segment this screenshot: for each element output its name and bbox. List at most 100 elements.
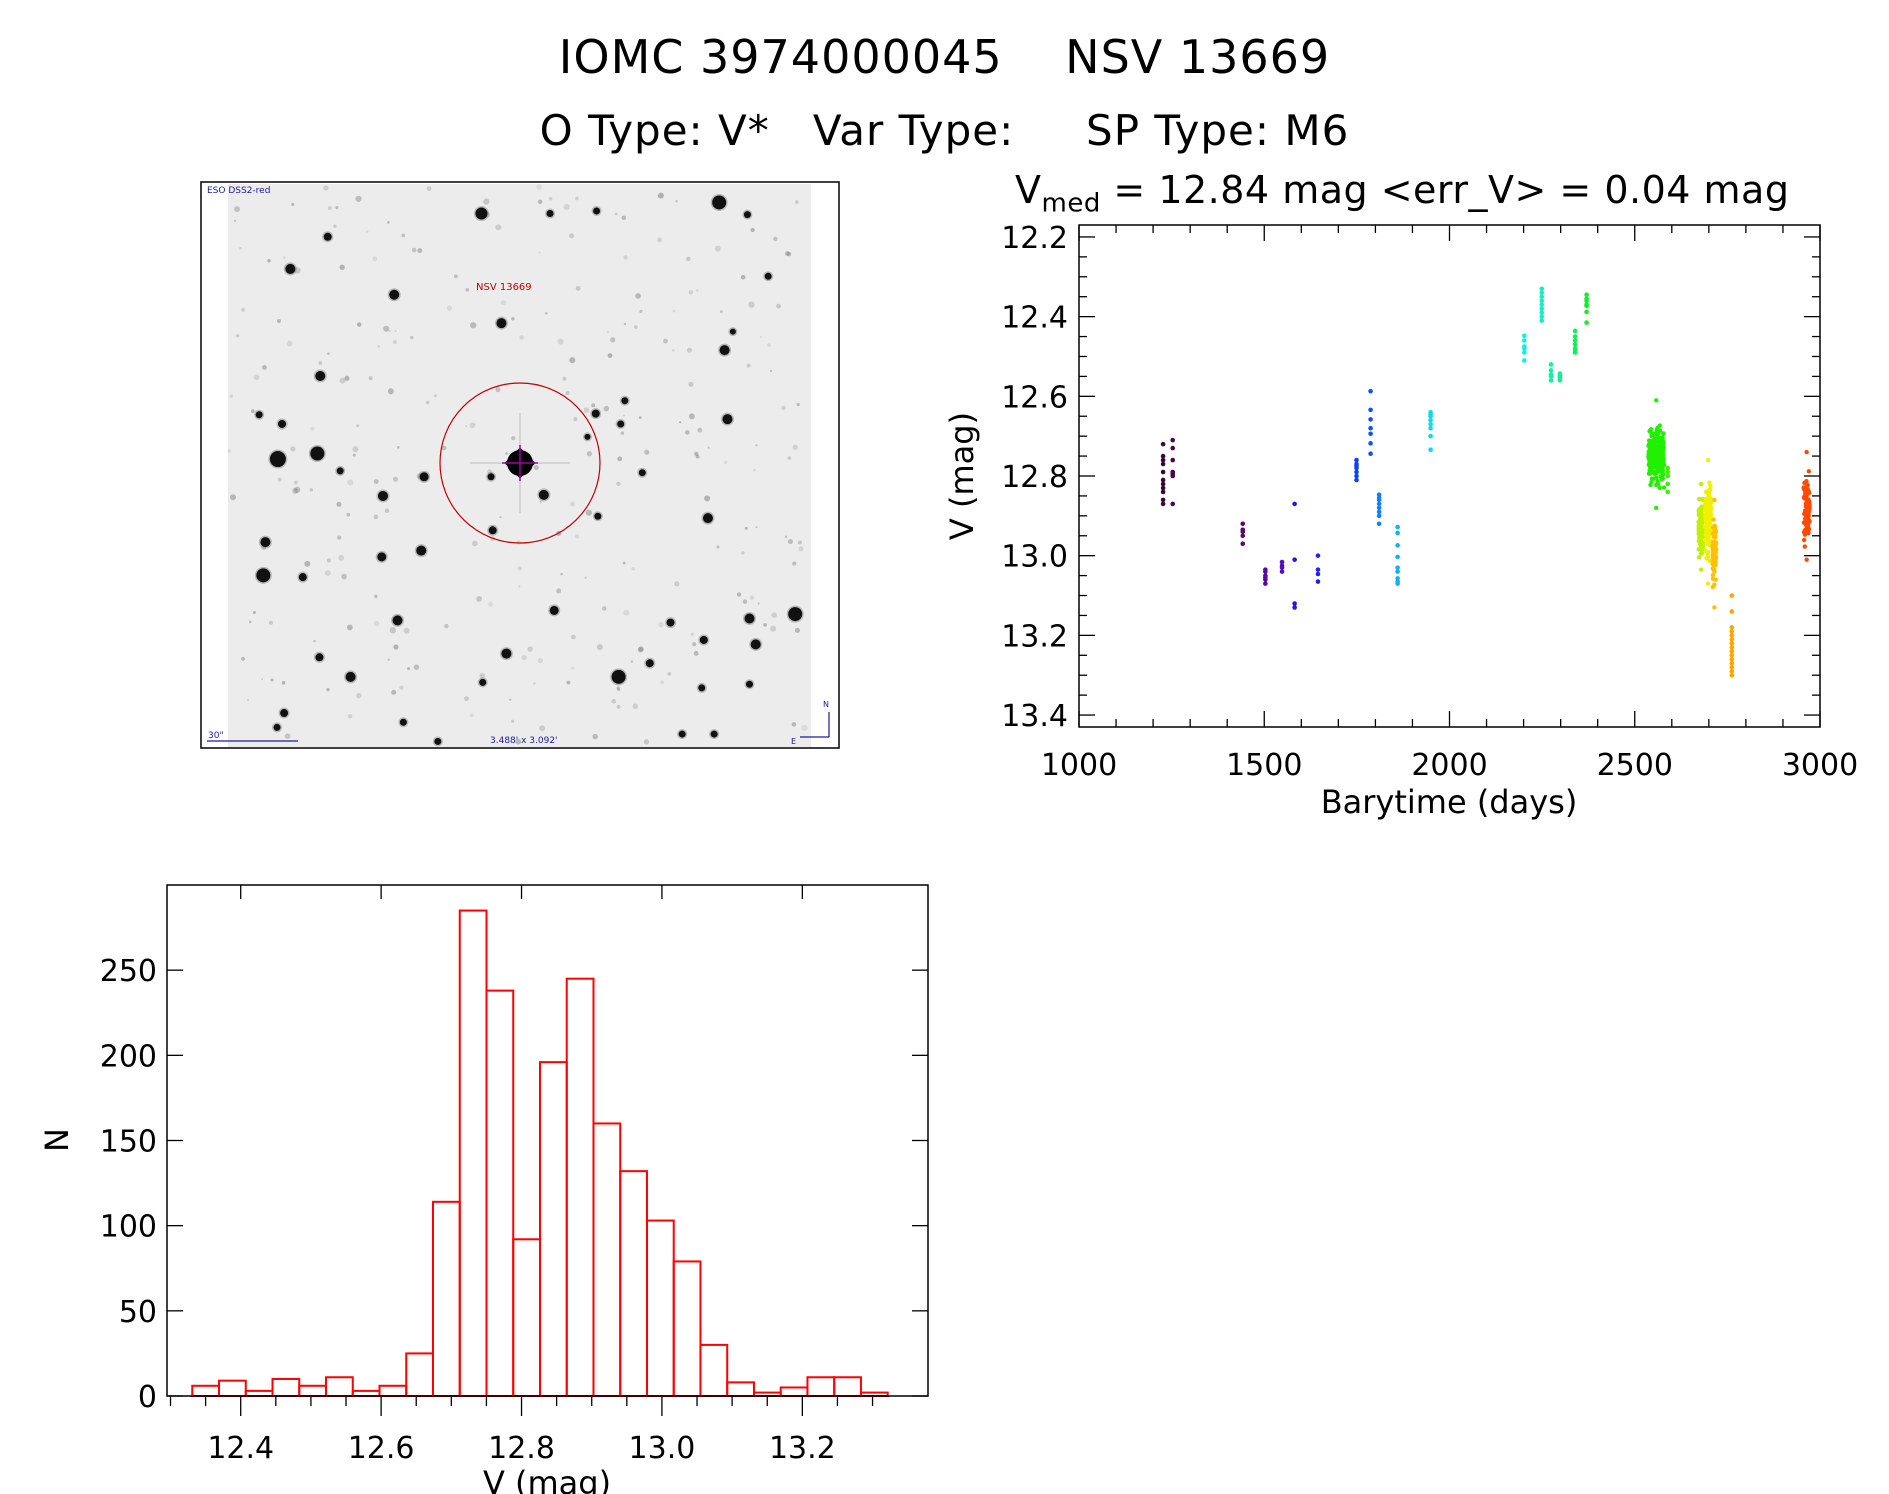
data-point: [1584, 292, 1589, 298]
scale-bar-label: 30": [208, 731, 224, 741]
data-point: [1712, 605, 1717, 610]
star: [323, 232, 332, 241]
data-point: [1572, 328, 1578, 334]
faint-star: [304, 560, 311, 567]
data-point: [1263, 581, 1268, 586]
star: [617, 420, 625, 428]
data-point: [1522, 346, 1527, 351]
data-point: [1572, 334, 1578, 339]
data-point: [1647, 428, 1652, 434]
faint-star: [401, 233, 406, 238]
faint-star: [571, 634, 576, 640]
faint-star: [736, 592, 742, 597]
data-point: [1160, 485, 1166, 491]
star-field: [227, 184, 808, 747]
histogram-xlabel: V (mag): [483, 1464, 611, 1494]
faint-star: [227, 448, 232, 454]
faint-star: [283, 256, 286, 259]
data-point: [1698, 542, 1703, 547]
faint-star: [505, 452, 508, 455]
data-point: [1729, 609, 1735, 614]
faint-star: [444, 623, 449, 629]
data-point: [1654, 398, 1659, 403]
faint-star: [313, 639, 316, 643]
data-point: [1160, 469, 1166, 475]
data-point: [1652, 443, 1658, 448]
data-point: [1802, 496, 1807, 501]
faint-star: [688, 413, 695, 420]
vmed-rest: = 12.84 mag <err_V> = 0.04 mag: [1100, 168, 1790, 212]
data-point: [1713, 547, 1719, 552]
target-circle: [439, 382, 601, 544]
faint-star: [694, 451, 699, 457]
faint-star: [465, 288, 470, 292]
data-point: [1170, 437, 1176, 443]
faint-star: [639, 309, 643, 313]
y-tick-label: 100: [100, 1210, 157, 1245]
data-point: [1649, 432, 1655, 437]
faint-star: [748, 301, 755, 308]
faint-star: [291, 202, 295, 206]
faint-star: [373, 620, 380, 627]
data-point: [1658, 461, 1663, 467]
faint-star: [601, 606, 607, 611]
data-point: [1729, 641, 1735, 646]
data-point: [1395, 581, 1400, 586]
faint-star: [781, 405, 786, 411]
histogram-bar: [779, 1386, 809, 1397]
data-point: [1729, 649, 1735, 654]
faint-star: [384, 508, 390, 514]
light-curve-points: [1160, 286, 1812, 678]
data-point: [1572, 342, 1578, 347]
data-point: [1354, 469, 1359, 475]
histogram-bar: [378, 1384, 408, 1398]
data-point: [1160, 457, 1166, 463]
data-point: [1539, 294, 1545, 300]
star: [315, 370, 326, 381]
data-point: [1707, 480, 1712, 485]
faint-star: [399, 685, 404, 690]
data-point: [1713, 533, 1718, 539]
y-tick-label: 0: [138, 1380, 157, 1415]
y-tick-label: 13.0: [1001, 540, 1068, 575]
data-point: [1354, 473, 1359, 479]
faint-star: [476, 596, 482, 602]
histogram-bar: [405, 1352, 434, 1397]
data-point: [1802, 532, 1808, 537]
star: [698, 684, 706, 692]
data-point: [1428, 447, 1433, 453]
faint-star: [749, 595, 755, 600]
data-point: [1368, 451, 1373, 456]
crosshair-icon: [502, 445, 538, 481]
faint-star: [569, 357, 576, 364]
data-point: [1806, 503, 1811, 509]
data-point: [1802, 487, 1807, 493]
faint-star: [674, 581, 680, 587]
faint-star: [787, 456, 792, 460]
data-point: [1160, 489, 1166, 495]
faint-star: [688, 381, 694, 387]
star: [678, 730, 686, 738]
star: [729, 328, 736, 335]
faint-star: [241, 307, 246, 312]
data-point: [1160, 441, 1166, 447]
data-point: [1572, 338, 1578, 343]
faint-star: [792, 561, 797, 566]
faint-star: [515, 738, 522, 745]
faint-star: [801, 724, 808, 731]
data-point: [1292, 601, 1297, 606]
data-point: [1368, 407, 1373, 413]
faint-star: [623, 255, 628, 260]
faint-star: [373, 479, 379, 484]
faint-star: [286, 340, 293, 347]
faint-star: [675, 199, 678, 203]
faint-star: [441, 445, 447, 451]
faint-star: [562, 376, 567, 381]
faint-star: [742, 599, 748, 604]
star: [621, 397, 629, 405]
data-point: [1376, 513, 1382, 519]
data-point: [1729, 664, 1735, 670]
y-tick-label: 250: [100, 954, 157, 989]
data-point: [1699, 496, 1705, 502]
data-point: [1428, 433, 1433, 439]
